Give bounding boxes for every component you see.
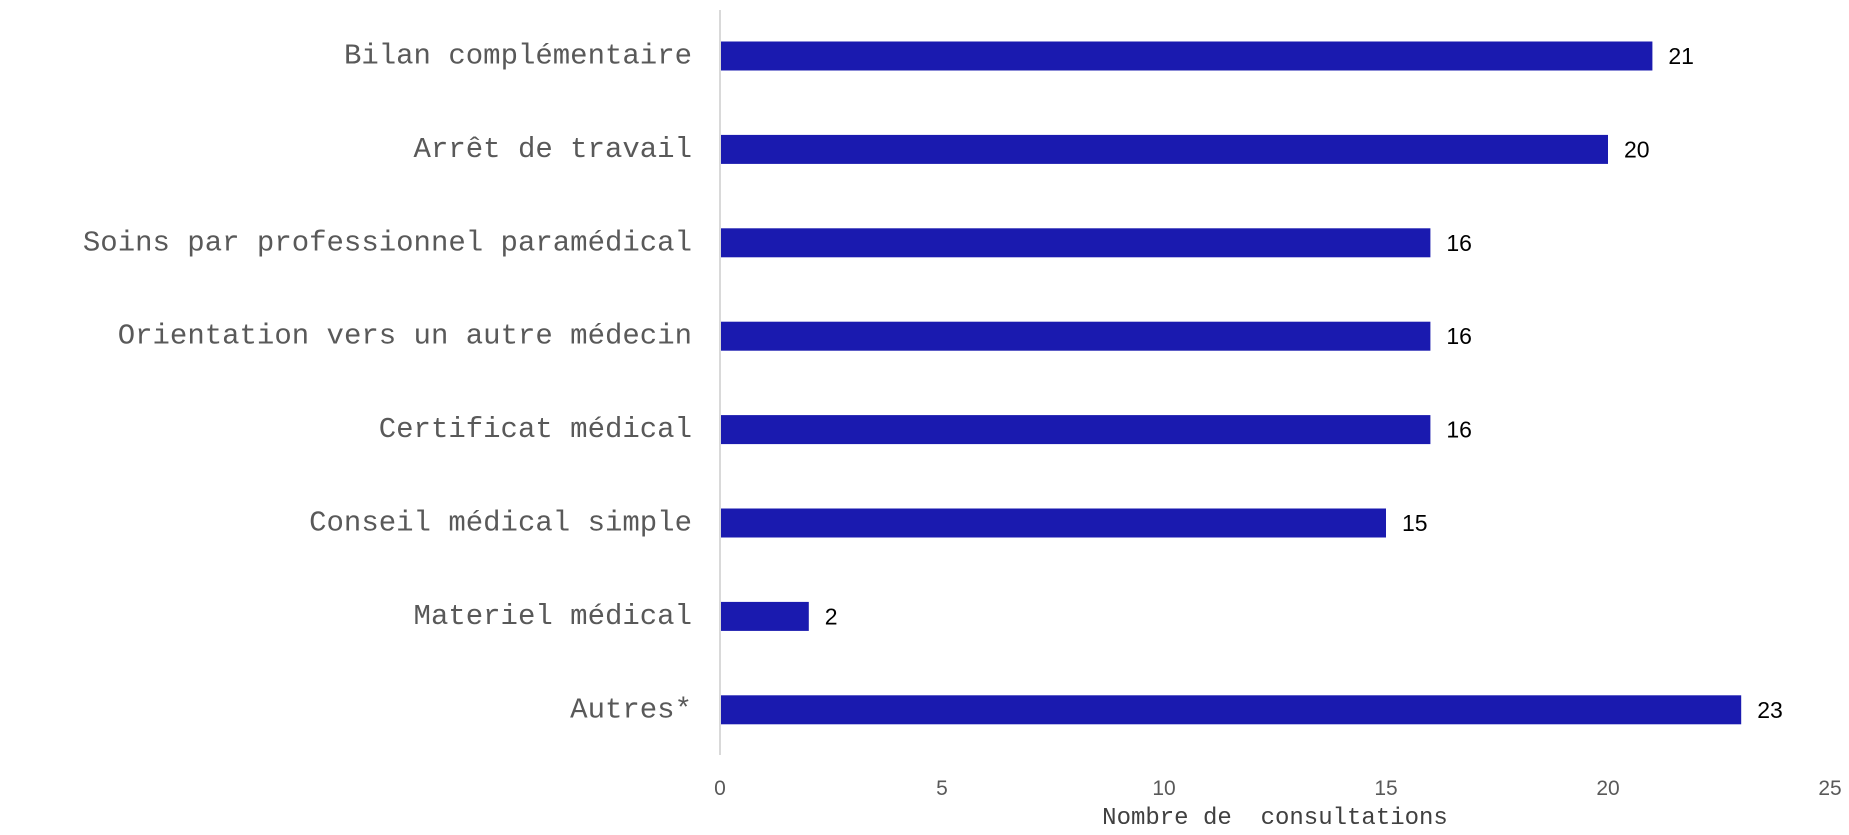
x-tick-label: 25 <box>1818 777 1841 800</box>
category-label: Autres* <box>570 693 692 726</box>
data-label: 23 <box>1757 697 1783 723</box>
x-tick-label: 5 <box>936 777 948 800</box>
bar <box>720 321 1431 351</box>
bar <box>720 601 809 631</box>
x-tick-label: 20 <box>1596 777 1619 800</box>
bar <box>720 415 1431 445</box>
category-label: Orientation vers un autre médecin <box>118 320 692 353</box>
category-label: Bilan complémentaire <box>344 40 692 73</box>
data-label: 15 <box>1402 510 1428 536</box>
category-labels: Bilan complémentaire Arrêt de travail Soin… <box>83 40 692 727</box>
data-label: 16 <box>1446 417 1472 443</box>
category-label: Soins par professionnel paramédical <box>83 226 692 259</box>
x-axis-title: Nombre de consultations <box>1102 805 1448 832</box>
data-labels: 21 20 16 16 16 15 2 23 <box>825 43 1783 723</box>
category-label: Arrêt de travail <box>414 133 692 166</box>
data-label: 16 <box>1446 323 1472 349</box>
x-tick-label: 10 <box>1152 777 1175 800</box>
x-tick-label: 15 <box>1374 777 1397 800</box>
bars-layer <box>720 41 1742 725</box>
data-label: 2 <box>825 603 838 629</box>
category-label: Conseil médical simple <box>309 507 692 540</box>
category-label: Certificat médical <box>379 413 692 446</box>
bar <box>720 228 1431 258</box>
data-label: 20 <box>1624 136 1650 162</box>
bar <box>720 508 1386 538</box>
bar <box>720 695 1742 725</box>
data-label: 16 <box>1446 230 1472 256</box>
category-label: Materiel médical <box>414 600 692 633</box>
x-tick-label: 0 <box>714 777 726 800</box>
data-label: 21 <box>1668 43 1694 69</box>
bar <box>720 134 1608 164</box>
x-axis-ticks: 0 5 10 15 20 25 <box>714 777 1842 800</box>
bar <box>720 41 1653 71</box>
